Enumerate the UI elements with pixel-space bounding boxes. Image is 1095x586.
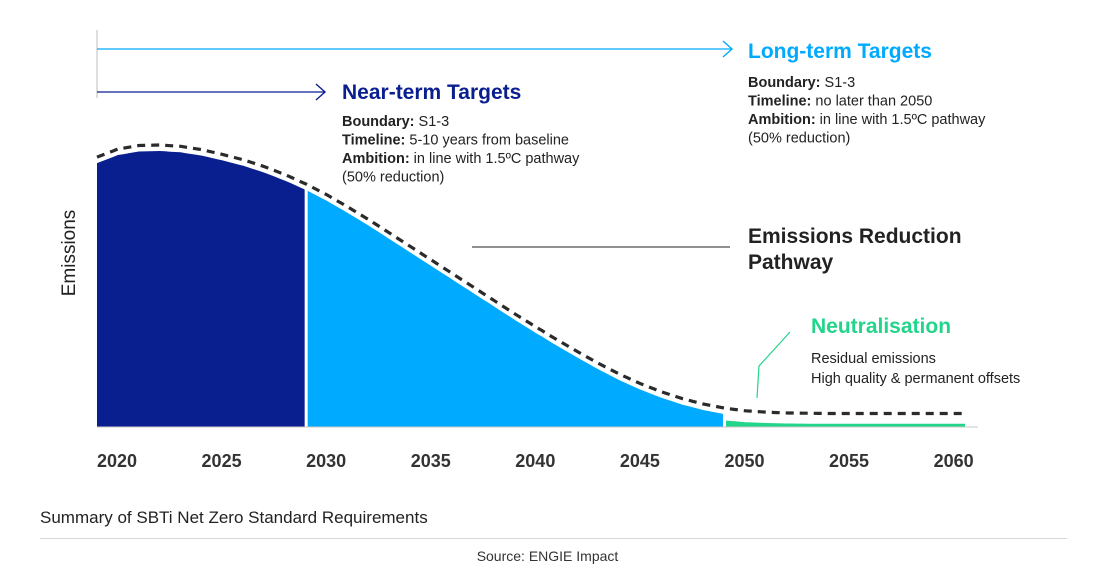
annotation-value: no later than 2050: [811, 94, 932, 110]
x-tick-label: 2020: [97, 451, 137, 471]
long-lines-row: (50% reduction): [748, 131, 850, 147]
annotation-value: S1-3: [415, 114, 450, 130]
x-tick-label: 2045: [620, 451, 660, 471]
x-tick-label: 2025: [202, 451, 242, 471]
x-tick-label: 2060: [934, 451, 974, 471]
annotation-key: Ambition:: [748, 112, 816, 128]
neutralisation-line-1: Residual emissions: [811, 351, 936, 367]
annotation-key: Boundary:: [748, 75, 821, 91]
near-term-arrow-arrowhead-icon: [315, 83, 327, 101]
caption-divider: [40, 538, 1067, 539]
neutralisation-leader-line: [756, 331, 791, 399]
near-lines-row: Boundary: S1-3: [342, 114, 449, 130]
annotation-value: in line with 1.5ºC pathway: [816, 112, 986, 128]
long-term-area: [306, 190, 725, 427]
annotation-value: S1-3: [821, 75, 856, 91]
long-term-title: Long-term Targets: [748, 40, 932, 63]
x-tick-label: 2035: [411, 451, 451, 471]
annotation-key: Timeline:: [748, 94, 811, 110]
annotation-value: in line with 1.5ºC pathway: [410, 151, 580, 167]
long-lines-row: Boundary: S1-3: [748, 75, 855, 91]
x-tick-label: 2050: [724, 451, 764, 471]
annotation-key: Ambition:: [342, 151, 410, 167]
neutralisation-title: Neutralisation: [811, 315, 951, 338]
source-note: Source: ENGIE Impact: [476, 548, 619, 564]
pathway-label-line-2: Pathway: [748, 251, 834, 274]
annotation-key: Timeline:: [342, 133, 405, 149]
near-term-title: Near-term Targets: [342, 81, 521, 104]
annotation-value: 5-10 years from baseline: [405, 133, 569, 149]
x-tick-label: 2040: [515, 451, 555, 471]
near-lines-row: (50% reduction): [342, 170, 444, 186]
near-term-annotation: Near-term Targets Boundary: S1-3 Timeline…: [342, 81, 580, 186]
near-lines-row: Ambition: in line with 1.5ºC pathway: [342, 151, 580, 167]
x-tick-label: 2055: [829, 451, 869, 471]
long-lines-row: Ambition: in line with 1.5ºC pathway: [748, 112, 986, 128]
annotation-value: (50% reduction): [748, 131, 850, 147]
pathway-label-line-1: Emissions Reduction: [748, 225, 962, 248]
annotation-value: (50% reduction): [342, 170, 444, 186]
emissions-reduction-pathway-line: [96, 143, 965, 416]
neutralisation-annotation: Neutralisation Residual emissions High q…: [756, 315, 1020, 399]
annotation-key: Boundary:: [342, 114, 415, 130]
y-axis-label: Emissions: [59, 210, 80, 297]
neutralisation-area: [724, 420, 965, 427]
long-term-annotation: Long-term Targets Boundary: S1-3 Timeline…: [748, 40, 986, 147]
x-tick-label: 2030: [306, 451, 346, 471]
long-term-arrow-arrowhead-icon: [722, 40, 734, 58]
pathway-annotation: Emissions Reduction Pathway: [472, 225, 962, 274]
long-lines-row: Timeline: no later than 2050: [748, 94, 932, 110]
near-term-area: [97, 151, 307, 427]
neutralisation-line-2: High quality & permanent offsets: [811, 371, 1020, 387]
figure-caption: Summary of SBTi Net Zero Standard Requir…: [40, 508, 428, 527]
near-lines-row: Timeline: 5-10 years from baseline: [342, 133, 569, 149]
